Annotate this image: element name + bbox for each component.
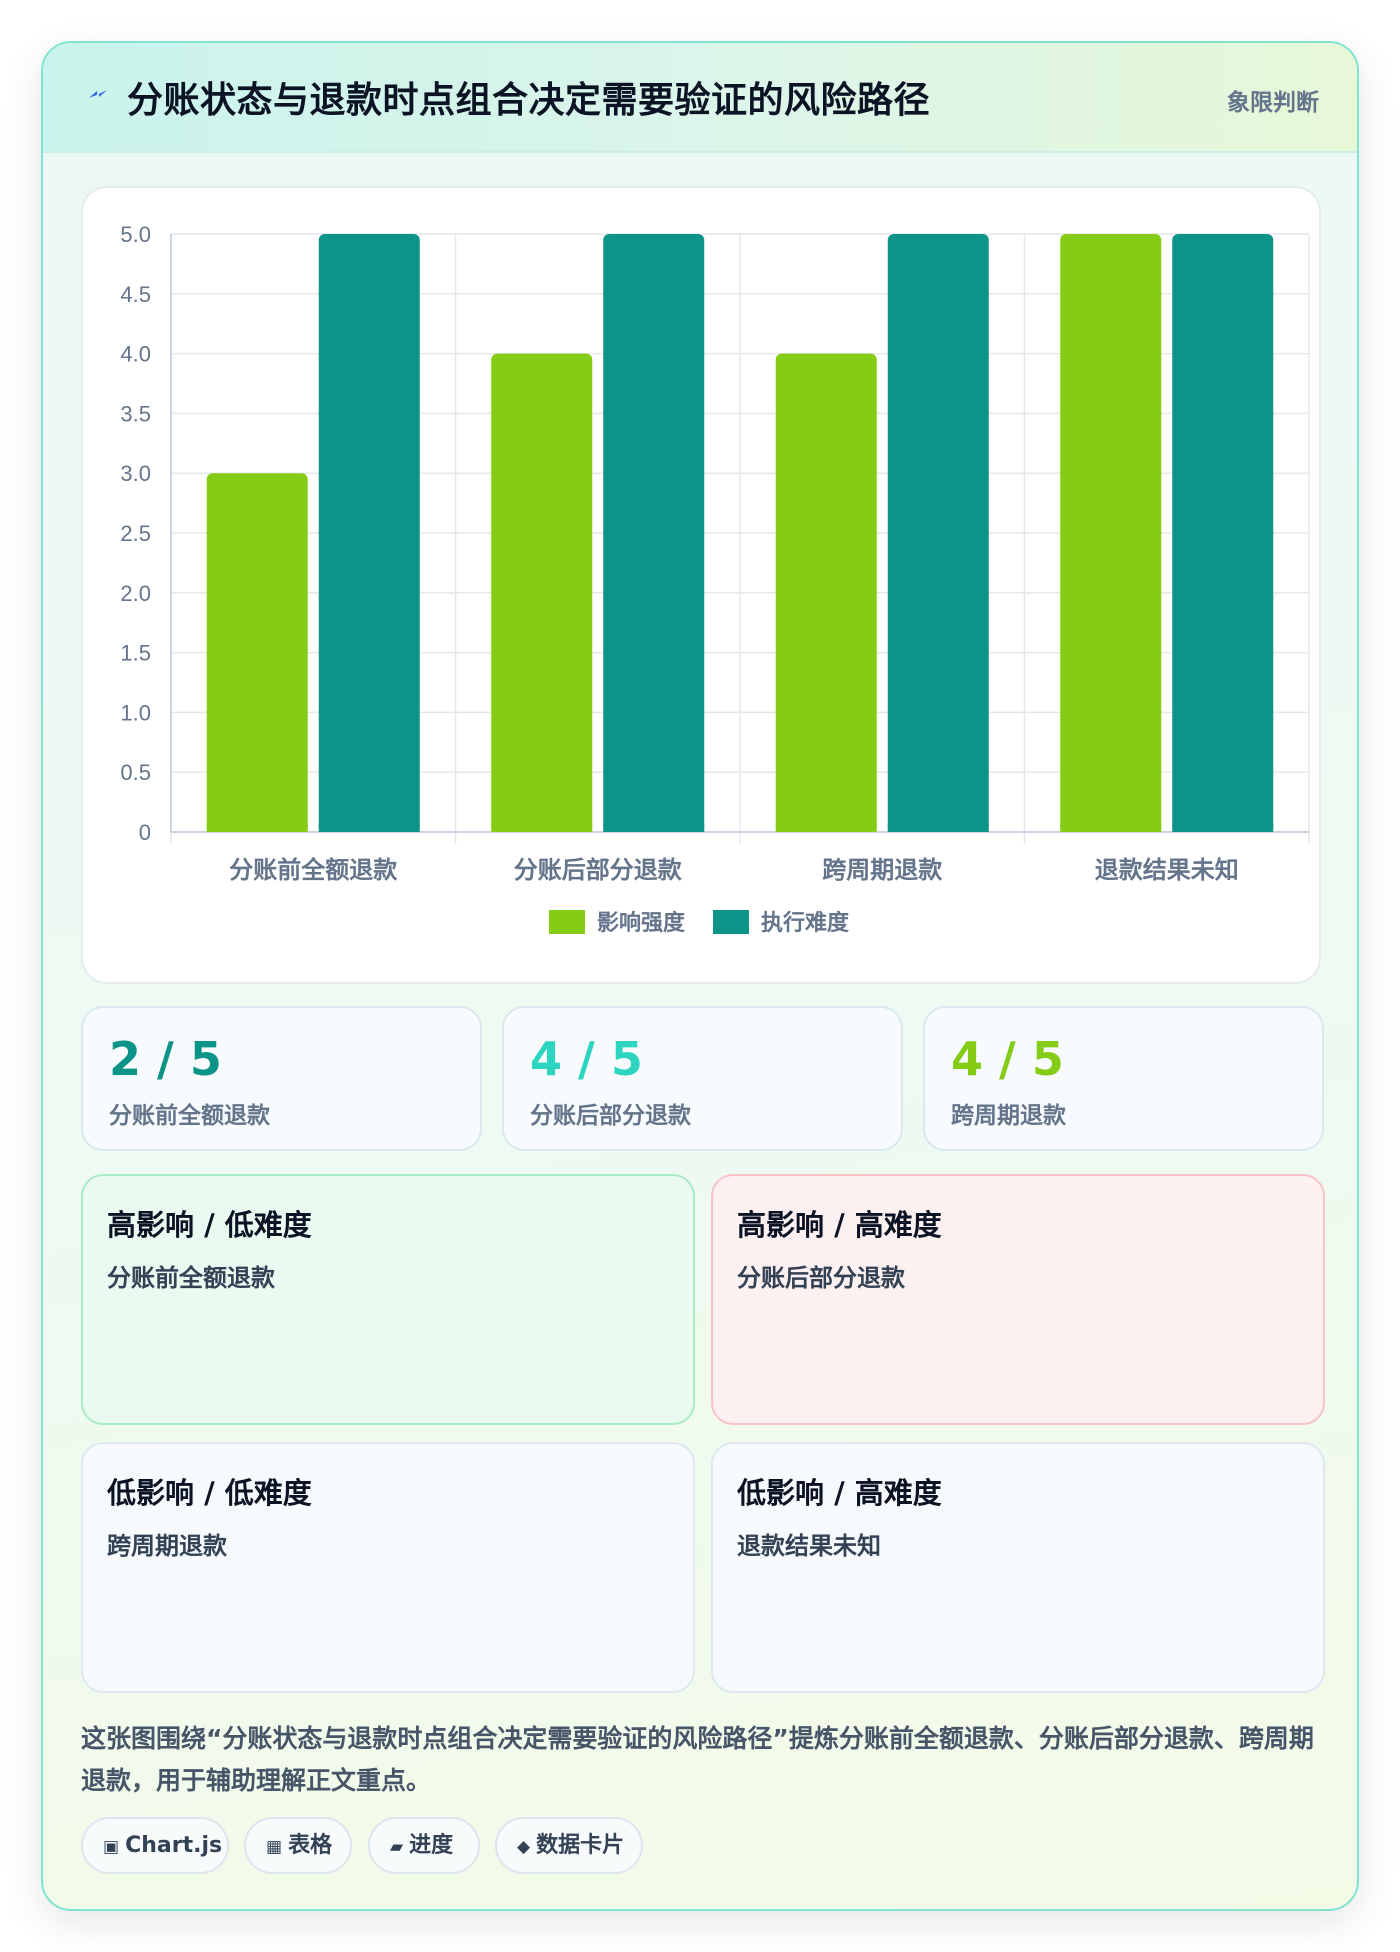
bar-base bbox=[491, 824, 593, 832]
quadrant-low-impact-low-difficulty: 低影响 / 低难度 跨周期退款 bbox=[81, 1442, 695, 1693]
bar-base bbox=[603, 824, 705, 832]
bar-base bbox=[1060, 824, 1162, 832]
quadrant-item: 退款结果未知 bbox=[737, 1532, 881, 1560]
progress-icon: ▰ bbox=[390, 1837, 404, 1857]
chip-label: 表格 bbox=[288, 1833, 333, 1858]
chart-box-icon: ▣ bbox=[103, 1837, 120, 1857]
y-tick-label: 0.5 bbox=[120, 760, 151, 785]
bar bbox=[1172, 234, 1274, 832]
quadrant-item: 分账后部分退款 bbox=[737, 1264, 905, 1292]
stat-value: 4 / 5 bbox=[951, 1032, 1064, 1086]
stat-card: 2 / 5 分账前全额退款 bbox=[81, 1006, 482, 1151]
y-tick-label: 0 bbox=[139, 820, 151, 845]
chart-description: 这张图围绕“分账状态与退款时点组合决定需要验证的风险路径”提炼分账前全额退款、分… bbox=[81, 1724, 1314, 1795]
bar-base bbox=[775, 824, 877, 832]
quadrant-title: 低影响 / 高难度 bbox=[737, 1476, 942, 1510]
header-tag: 象限判断 bbox=[1227, 90, 1319, 116]
bar-base bbox=[206, 824, 308, 832]
chart-container: 0 0.5 1.0 1.5 2.0 2.5 3.0 3.5 4.0 4.5 5.0 分账前全额退款 分账… bbox=[81, 186, 1321, 984]
legend-label: 影响强度 bbox=[597, 910, 686, 936]
stat-label: 分账后部分退款 bbox=[530, 1103, 691, 1129]
stat-value: 2 / 5 bbox=[109, 1032, 222, 1086]
bar bbox=[603, 234, 705, 832]
x-tick-label: 退款结果未知 bbox=[1095, 856, 1239, 884]
main-card: 分账状态与退款时点组合决定需要验证的风险路径 象限判断 0 0.5 1.0 1.5 2.… bbox=[41, 41, 1359, 1911]
quadrant-item: 分账前全额退款 bbox=[107, 1264, 275, 1292]
y-tick-label: 3.0 bbox=[120, 461, 151, 486]
quadrant-high-impact-low-difficulty: 高影响 / 低难度 分账前全额退款 bbox=[81, 1174, 695, 1425]
x-tick-label: 分账前全额退款 bbox=[229, 856, 398, 884]
legend-swatch bbox=[713, 910, 749, 934]
page-title: 分账状态与退款时点组合决定需要验证的风险路径 bbox=[127, 80, 931, 121]
y-tick-label: 3.5 bbox=[120, 401, 151, 426]
table-icon: ▦ bbox=[266, 1837, 283, 1857]
quadrant-title: 高影响 / 高难度 bbox=[737, 1208, 942, 1242]
quadrant-title: 低影响 / 低难度 bbox=[107, 1476, 312, 1510]
chip-progress[interactable]: ▰ 进度 bbox=[368, 1817, 480, 1874]
y-tick-label: 1.0 bbox=[120, 700, 151, 725]
diamond-icon: ◆ bbox=[517, 1837, 531, 1857]
stat-value: 4 / 5 bbox=[530, 1032, 643, 1086]
bar bbox=[775, 353, 877, 832]
chip-label: 进度 bbox=[409, 1833, 454, 1858]
chip-data-card[interactable]: ◆ 数据卡片 bbox=[495, 1817, 643, 1874]
y-tick-label: 2.0 bbox=[120, 581, 151, 606]
y-tick-label: 2.5 bbox=[120, 521, 151, 546]
quadrant-title: 高影响 / 低难度 bbox=[107, 1208, 312, 1242]
y-tick-label: 5.0 bbox=[120, 222, 151, 247]
legend-label: 执行难度 bbox=[761, 910, 850, 936]
chip-label: Chart.js bbox=[125, 1833, 223, 1858]
chip-chartjs[interactable]: ▣ Chart.js bbox=[81, 1817, 229, 1874]
quadrant-low-impact-high-difficulty: 低影响 / 高难度 退款结果未知 bbox=[711, 1442, 1325, 1693]
chip-table[interactable]: ▦ 表格 bbox=[244, 1817, 352, 1874]
bar bbox=[1060, 234, 1162, 832]
card-header: 分账状态与退款时点组合决定需要验证的风险路径 象限判断 bbox=[43, 43, 1357, 153]
bar-chart: 0 0.5 1.0 1.5 2.0 2.5 3.0 3.5 4.0 4.5 5.0 分账前全额退款 分账… bbox=[120, 222, 1310, 936]
x-tick-label: 分账后部分退款 bbox=[514, 856, 683, 884]
legend-swatch bbox=[549, 910, 585, 934]
bar bbox=[206, 473, 308, 832]
y-tick-label: 4.5 bbox=[120, 282, 151, 307]
quadrant-high-impact-high-difficulty: 高影响 / 高难度 分账后部分退款 bbox=[711, 1174, 1325, 1425]
bar-base bbox=[887, 824, 989, 832]
stat-card: 4 / 5 跨周期退款 bbox=[923, 1006, 1324, 1151]
y-tick-label: 4.0 bbox=[120, 342, 151, 367]
bar-base bbox=[318, 824, 420, 832]
bar-base bbox=[1172, 824, 1274, 832]
stat-card: 4 / 5 分账后部分退款 bbox=[502, 1006, 903, 1151]
stat-label: 跨周期退款 bbox=[951, 1103, 1066, 1129]
quadrant-item: 跨周期退款 bbox=[107, 1532, 227, 1560]
bar bbox=[491, 353, 593, 832]
x-tick-label: 跨周期退款 bbox=[822, 856, 943, 884]
bar bbox=[887, 234, 989, 832]
lightning-icon bbox=[89, 90, 107, 98]
stat-label: 分账前全额退款 bbox=[109, 1103, 270, 1129]
bar bbox=[318, 234, 420, 832]
chip-label: 数据卡片 bbox=[536, 1833, 625, 1858]
y-tick-label: 1.5 bbox=[120, 641, 151, 666]
